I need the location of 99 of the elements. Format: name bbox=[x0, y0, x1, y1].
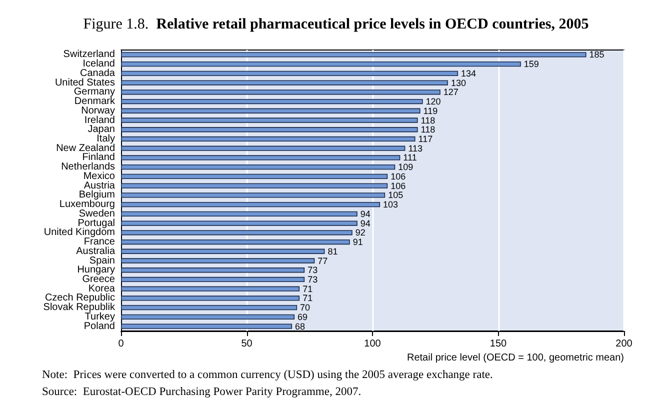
y-tick-label: United States bbox=[54, 77, 115, 88]
y-tick-label: Czech Republic bbox=[44, 292, 115, 304]
data-label: 117 bbox=[418, 134, 433, 144]
bar bbox=[121, 211, 358, 216]
y-tick-label: Slovak Republik bbox=[43, 302, 116, 314]
data-label: 134 bbox=[461, 68, 476, 78]
source-note: Source: Eurostat-OECD Purchasing Power Parity Programme, 2007. bbox=[42, 386, 362, 398]
data-label: 127 bbox=[443, 87, 458, 98]
bar bbox=[121, 202, 380, 208]
y-tick-label: Finland bbox=[82, 152, 115, 164]
bar bbox=[121, 136, 416, 142]
bar bbox=[121, 52, 586, 58]
bar bbox=[121, 80, 448, 86]
bar bbox=[121, 192, 386, 198]
data-label: 103 bbox=[383, 200, 398, 210]
data-label: 185 bbox=[589, 50, 604, 60]
y-tick-label: Canada bbox=[80, 68, 116, 79]
y-tick-label: Portugal bbox=[78, 218, 115, 229]
bar bbox=[121, 183, 388, 188]
bar bbox=[121, 164, 396, 170]
data-label: 106 bbox=[390, 171, 406, 182]
data-label: 81 bbox=[328, 246, 338, 256]
bar bbox=[121, 230, 352, 236]
bar bbox=[121, 108, 420, 114]
data-label: 94 bbox=[360, 208, 370, 219]
y-tick-label: New Zealand bbox=[56, 142, 115, 154]
bar bbox=[121, 286, 300, 292]
chart-title: Figure 1.8. Relative retail pharmaceutical price levels in OECD countries, 2005 bbox=[83, 16, 589, 32]
y-tick-label: Belgium bbox=[78, 190, 115, 201]
bar bbox=[121, 61, 521, 67]
data-label: 71 bbox=[302, 284, 313, 294]
bar bbox=[121, 220, 358, 226]
bar bbox=[121, 258, 315, 264]
bar bbox=[121, 127, 418, 132]
data-label: 77 bbox=[318, 256, 328, 266]
data-label: 109 bbox=[398, 162, 414, 172]
data-label: 69 bbox=[298, 312, 308, 322]
data-label: 111 bbox=[403, 152, 417, 163]
data-label: 159 bbox=[524, 59, 539, 70]
data-label: 113 bbox=[408, 143, 423, 154]
bar bbox=[121, 90, 440, 95]
bar bbox=[121, 146, 406, 151]
bar bbox=[121, 239, 350, 245]
data-label: 73 bbox=[308, 274, 318, 284]
data-label: 71 bbox=[302, 293, 313, 304]
bar bbox=[121, 70, 458, 76]
x-axis-title: Retail price level (OECD = 100, geometric mean) bbox=[406, 352, 624, 364]
y-tick-label: Norway bbox=[81, 105, 115, 116]
bar bbox=[121, 174, 388, 180]
y-tick-label: Spain bbox=[89, 255, 115, 266]
y-tick-label: Greece bbox=[82, 274, 116, 285]
bar bbox=[121, 305, 298, 310]
x-tick-label: 100 bbox=[364, 338, 382, 350]
bar bbox=[121, 268, 305, 273]
bar bbox=[121, 314, 295, 320]
y-tick-label: Korea bbox=[88, 283, 116, 294]
y-tick-label: Sweden bbox=[78, 208, 115, 220]
bar bbox=[121, 276, 305, 282]
x-tick-label: 200 bbox=[616, 338, 633, 350]
y-tick-label: Iceland bbox=[82, 58, 115, 70]
data-label: 119 bbox=[423, 106, 438, 116]
y-tick-label: Hungary bbox=[77, 264, 115, 276]
bar bbox=[121, 98, 423, 104]
text: Note: Prices were converted to a common currency (USD) using the 2005 average exchange rate. bbox=[42, 369, 494, 381]
y-tick-label: United Kingdom bbox=[44, 227, 115, 238]
data-label: 120 bbox=[426, 96, 441, 107]
bar bbox=[121, 155, 400, 160]
data-label: 118 bbox=[420, 115, 436, 126]
y-tick-label: Switzerland bbox=[63, 49, 115, 60]
data-label: 94 bbox=[360, 218, 370, 228]
y-tick-label: Germany bbox=[74, 86, 115, 98]
data-label: 92 bbox=[355, 228, 366, 238]
data-label: 130 bbox=[450, 78, 466, 88]
data-label: 118 bbox=[420, 124, 436, 135]
y-tick-label: Denmark bbox=[74, 96, 116, 108]
data-label: 68 bbox=[295, 321, 306, 332]
bar bbox=[121, 248, 325, 254]
y-tick-label: France bbox=[84, 236, 116, 248]
data-label: 91 bbox=[352, 237, 363, 248]
bar bbox=[121, 324, 292, 329]
x-tick-label: 0 bbox=[118, 338, 124, 350]
data-label: 73 bbox=[308, 265, 318, 276]
y-tick-label: Ireland bbox=[84, 114, 115, 126]
data-label: 70 bbox=[300, 302, 310, 313]
data-label: 106 bbox=[390, 180, 406, 191]
y-tick-label: Poland bbox=[84, 320, 115, 332]
data-label: 105 bbox=[388, 190, 404, 200]
y-tick-label: Netherlands bbox=[61, 162, 115, 173]
y-tick-label: Italy bbox=[96, 133, 115, 144]
y-tick-label: Turkey bbox=[84, 311, 115, 322]
y-tick-label: Japan bbox=[88, 124, 115, 136]
bar bbox=[121, 118, 418, 123]
x-tick-label: 50 bbox=[241, 338, 253, 350]
y-tick-label: Australia bbox=[76, 246, 116, 257]
y-tick-label: Austria bbox=[84, 180, 116, 192]
y-tick-label: Mexico bbox=[83, 170, 116, 182]
y-tick-label: Luxembourg bbox=[59, 199, 115, 210]
x-tick-label: 150 bbox=[490, 338, 508, 350]
bar bbox=[121, 296, 300, 301]
